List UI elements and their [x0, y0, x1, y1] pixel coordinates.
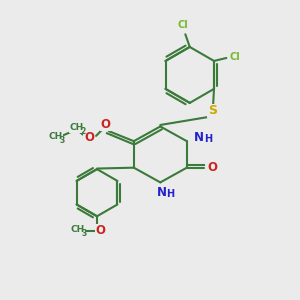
Text: Cl: Cl — [230, 52, 241, 61]
Text: 3: 3 — [81, 230, 86, 238]
Text: CH: CH — [48, 132, 62, 141]
Text: N: N — [157, 186, 167, 199]
Text: O: O — [100, 118, 110, 131]
Text: 2: 2 — [81, 127, 86, 136]
Text: H: H — [204, 134, 212, 144]
Text: O: O — [84, 130, 94, 143]
Text: H: H — [167, 189, 175, 199]
Text: 3: 3 — [59, 136, 64, 145]
Text: O: O — [207, 161, 218, 174]
Text: N: N — [194, 131, 204, 144]
Text: Cl: Cl — [177, 20, 188, 30]
Text: CH: CH — [70, 123, 84, 132]
Text: O: O — [95, 224, 106, 238]
Text: CH: CH — [70, 225, 84, 234]
Text: S: S — [208, 104, 217, 118]
